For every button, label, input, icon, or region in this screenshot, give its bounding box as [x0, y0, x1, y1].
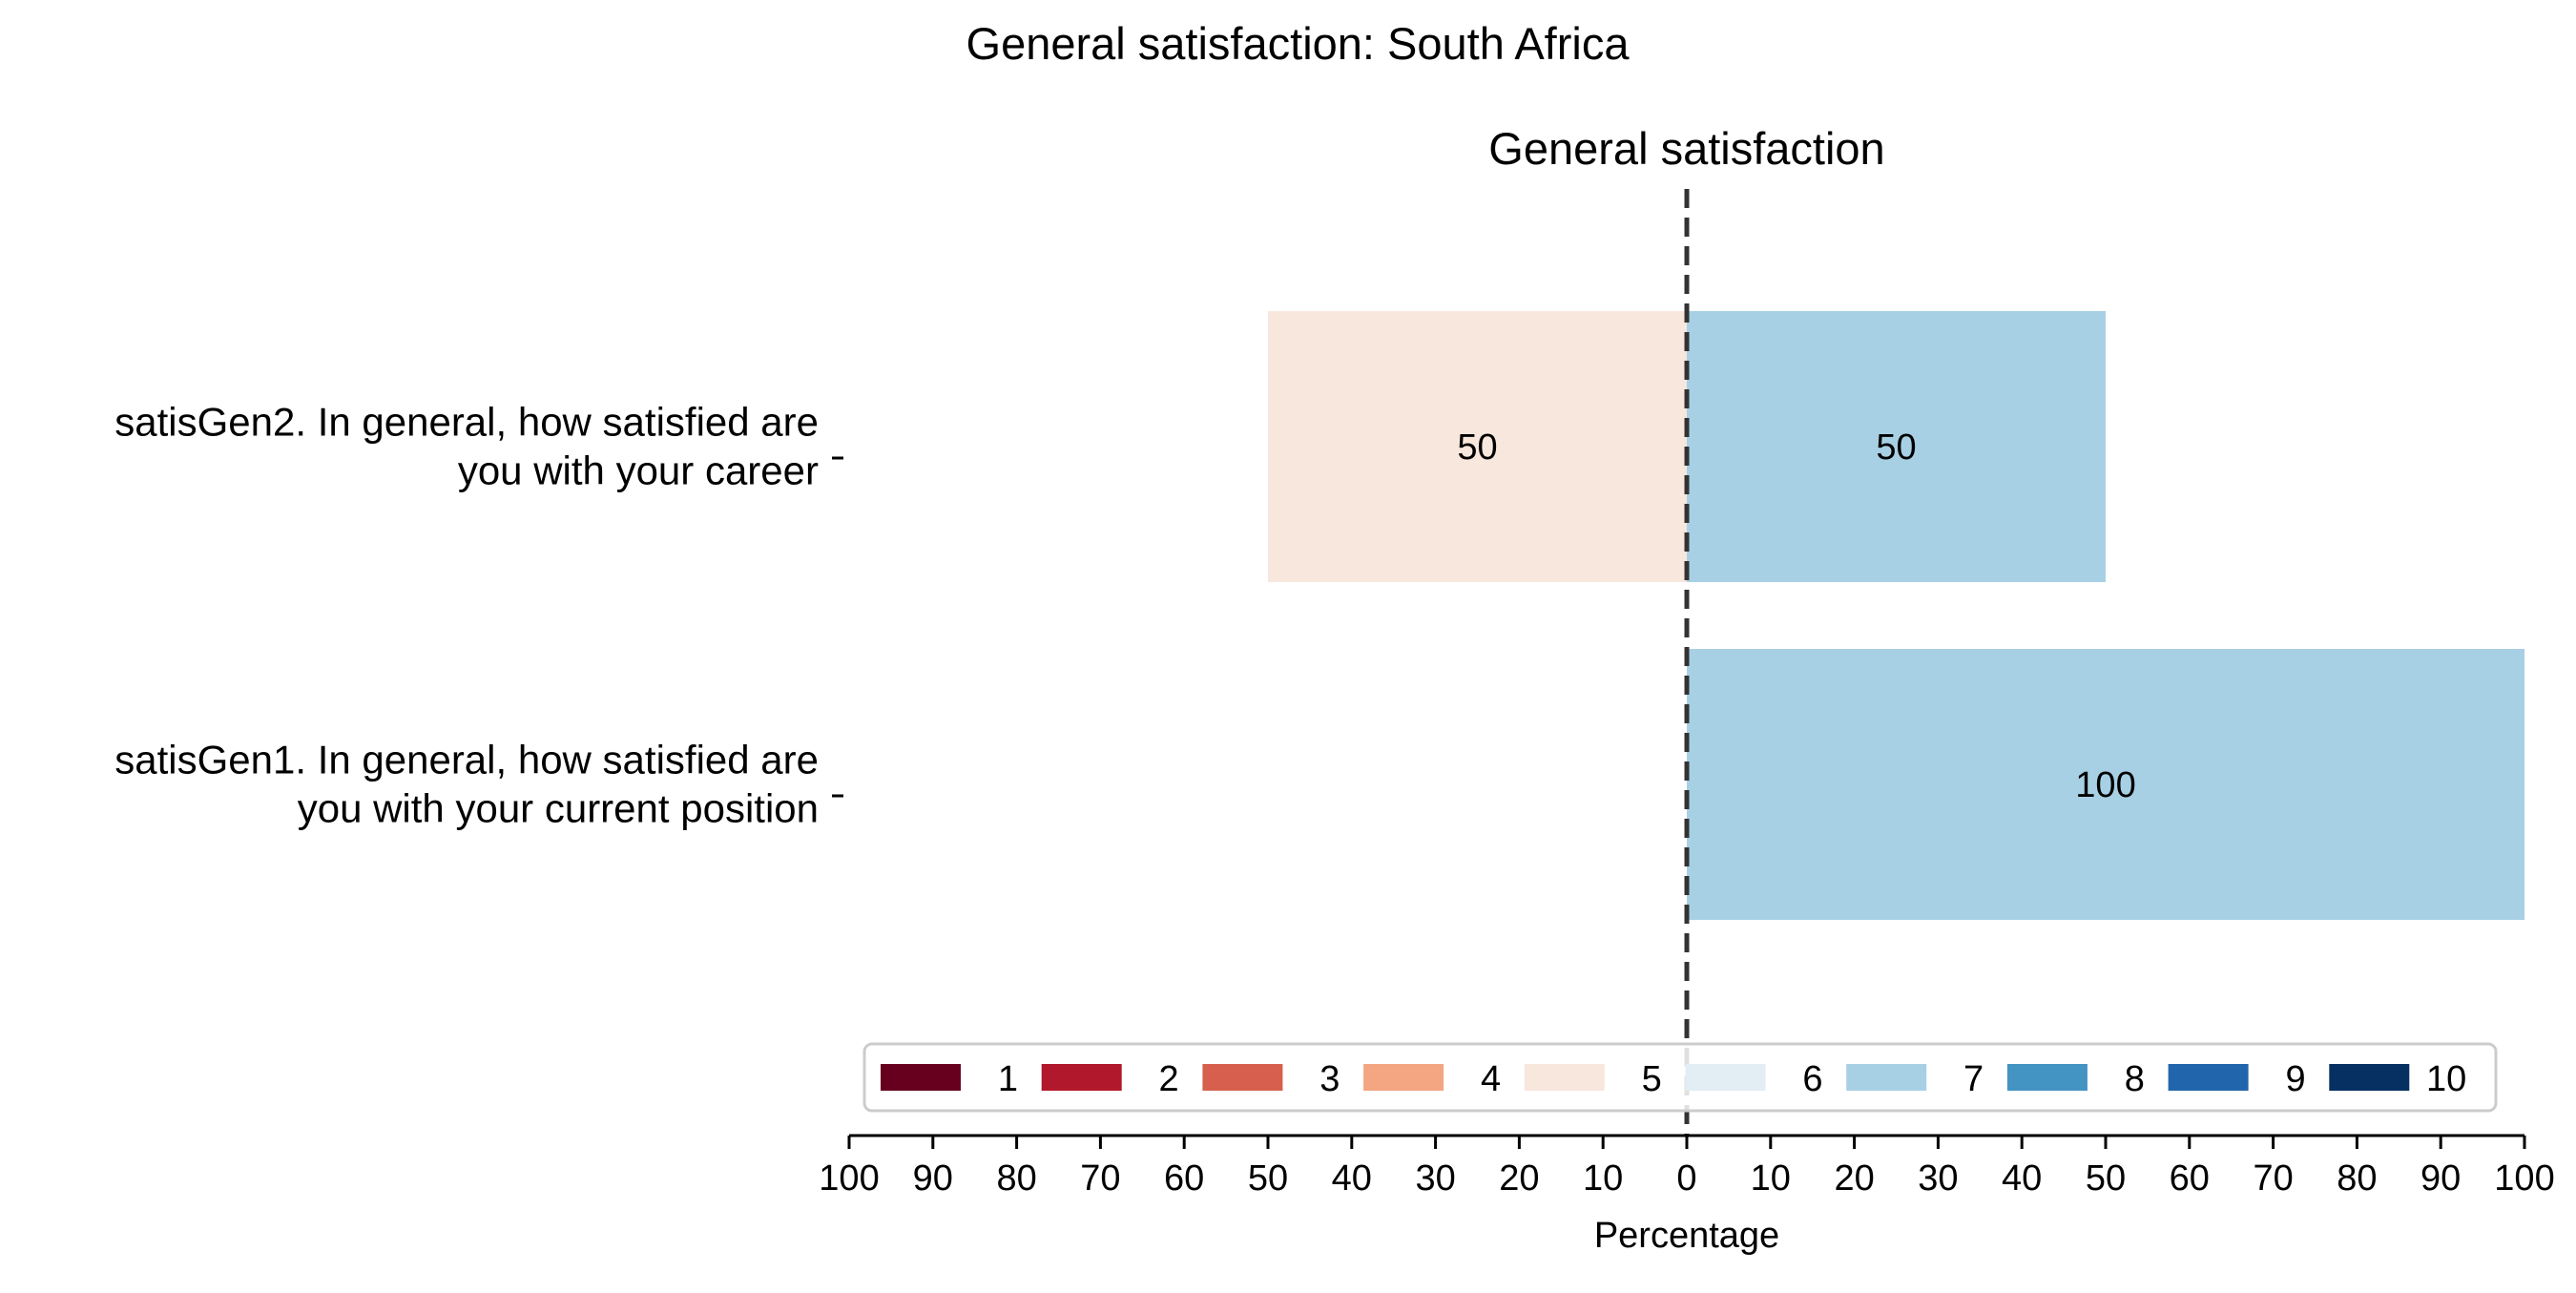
legend-swatch-9 [2168, 1064, 2249, 1091]
x-tick-label: 100 [2494, 1158, 2554, 1199]
category-label: satisGen2. In general, how satisfied are… [114, 400, 819, 493]
x-tick-label: 60 [2170, 1158, 2210, 1199]
x-tick-label: 40 [2002, 1158, 2042, 1199]
x-tick-label: 80 [996, 1158, 1036, 1199]
category-label: satisGen1. In general, how satisfied are… [114, 738, 819, 831]
x-tick-label: 50 [1248, 1158, 1288, 1199]
legend-label-6: 6 [1802, 1059, 1822, 1099]
x-tick-label: 90 [913, 1158, 953, 1199]
legend-swatch-3 [1202, 1064, 1283, 1091]
bars-layer [1268, 311, 2524, 920]
legend-label-1: 1 [998, 1059, 1018, 1099]
x-tick-label: 60 [1164, 1158, 1204, 1199]
legend-swatch-2 [1041, 1064, 1122, 1091]
legend-swatch-7 [1846, 1064, 1927, 1091]
legend-swatch-1 [881, 1064, 961, 1091]
x-tick-label: 0 [1676, 1158, 1696, 1199]
category-labels-layer: satisGen2. In general, how satisfied are… [114, 400, 843, 831]
x-tick-label: 20 [1834, 1158, 1874, 1199]
legend-swatch-8 [2006, 1064, 2088, 1091]
x-tick-label: 10 [1751, 1158, 1791, 1199]
x-tick-label: 100 [819, 1158, 879, 1199]
x-tick-label: 90 [2420, 1158, 2461, 1199]
x-axis: 100 90 80 70 60 50 40 30 20 10 0 10 20 30 40 50 60 70 80 90… [819, 1134, 2555, 1199]
legend-label-10: 10 [2426, 1059, 2466, 1099]
x-tick-label: 30 [1415, 1158, 1455, 1199]
legend-label-8: 8 [2125, 1059, 2145, 1099]
legend-label-9: 9 [2285, 1059, 2305, 1099]
legend-swatch-5 [1524, 1064, 1605, 1091]
bar-value-label: 100 [2075, 765, 2135, 805]
legend-label-2: 2 [1159, 1059, 1179, 1099]
legend-label-5: 5 [1642, 1059, 1662, 1099]
chart-subtitle: General satisfaction [1488, 123, 1884, 174]
legend-label-3: 3 [1319, 1059, 1340, 1099]
bar-segment-7-row-2 [1687, 649, 2524, 920]
bar-labels-layer: 50 50 100 [1457, 428, 2135, 805]
x-tick-label: 50 [2086, 1158, 2126, 1199]
x-tick-label: 20 [1499, 1158, 1539, 1199]
x-tick-label: 70 [2253, 1158, 2293, 1199]
bar-segment-5-row-1 [1268, 311, 1687, 582]
x-tick-label: 30 [1918, 1158, 1958, 1199]
legend-swatch-6 [1685, 1064, 1766, 1091]
x-tick-label: 80 [2337, 1158, 2377, 1199]
x-axis-label: Percentage [1594, 1216, 1779, 1256]
x-tick-label: 70 [1080, 1158, 1120, 1199]
chart-title: General satisfaction: South Africa [966, 18, 1631, 69]
legend-frame [862, 1042, 2498, 1113]
bar-segment-7-row-1 [1687, 311, 2106, 582]
legend-label-7: 7 [1963, 1059, 1984, 1099]
x-tick-label: 40 [1332, 1158, 1372, 1199]
legend-label-4: 4 [1481, 1059, 1501, 1099]
bar-value-label: 50 [1876, 428, 1916, 468]
bar-value-label: 50 [1457, 428, 1497, 468]
legend-swatch-10 [2329, 1064, 2410, 1091]
legend-swatch-4 [1363, 1064, 1444, 1091]
x-tick-label: 10 [1583, 1158, 1623, 1199]
legend: 1 2 3 4 5 6 7 8 9 10 [862, 1042, 2498, 1113]
